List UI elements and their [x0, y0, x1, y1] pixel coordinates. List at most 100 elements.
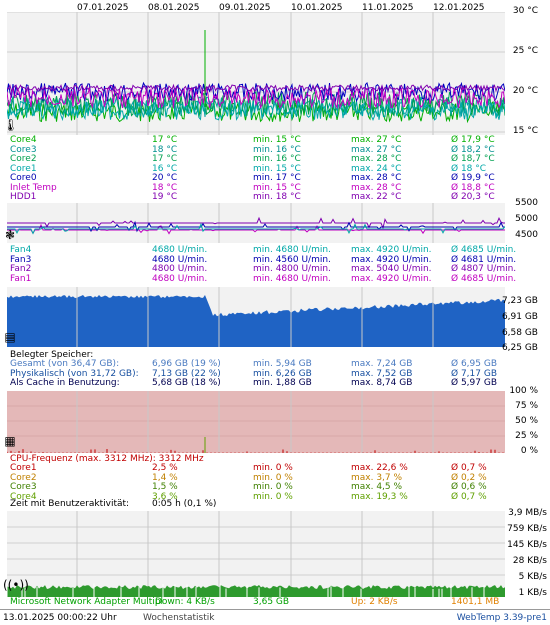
mem-row: Physikalisch (von 31,72 GB): 7,13 GB (22 … — [10, 369, 500, 379]
cpu-avg: Ø 0,6 % — [451, 482, 487, 492]
temp-min: min. 15 °C — [253, 135, 301, 145]
mem-avg: Ø 6,95 GB — [451, 359, 497, 369]
mem-avg: Ø 5,97 GB — [451, 378, 497, 388]
cpu-min: min. 0 % — [253, 482, 293, 492]
date-label: 12.01.2025 — [433, 3, 485, 13]
fan-icon: ❃ — [4, 228, 16, 242]
cpu-cur: 3,6 % — [152, 491, 178, 502]
cpu-frequency: CPU-Frequenz (max. 3312 MHz): 3312 MHz — [10, 454, 204, 464]
temp-cur: 18 °C — [152, 144, 178, 155]
network-down-rate: Down: 4 KB/s — [155, 597, 215, 607]
mem-min: min. 5,94 GB — [253, 359, 312, 369]
temp-cur: 16 °C — [152, 163, 178, 174]
net-axis-tick: 145 KB/s — [507, 540, 547, 550]
memory-chart-svg — [7, 287, 505, 347]
temp-axis-tick: 20 °C — [512, 86, 538, 96]
temp-cur: 17 °C — [152, 135, 178, 145]
cpu-name: Core2 — [10, 472, 37, 483]
memory-title: Belegter Speicher: — [10, 350, 94, 360]
footer-version-link[interactable]: WebTemp 3.39-pre1 — [456, 613, 547, 623]
cpu-row: Core2 1,4 % min. 0 % max. 3,7 % Ø 0,2 % — [10, 473, 500, 483]
fan-min: min. 4800 U/min. — [253, 264, 331, 274]
cpu-axis-tick: 25 % — [515, 431, 538, 441]
mem-max: max. 7,52 GB — [351, 368, 413, 379]
network-adapter: Microsoft Network Adapter Multipl — [10, 597, 164, 607]
mem-row: Gesamt (von 36,47 GB): 6,96 GB (19 %) min.… — [10, 359, 500, 369]
fan-avg: Ø 4807 U/min. — [451, 264, 517, 274]
fan-name: Fan2 — [10, 264, 32, 274]
temp-avg: Ø 19,9 °C — [451, 173, 495, 183]
mem-min: min. 6,26 GB — [253, 368, 312, 379]
mem-axis-tick: 7,23 GB — [501, 296, 538, 306]
fan-max: max. 4920 U/min. — [351, 254, 432, 265]
cpu-name: Core3 — [10, 482, 37, 492]
fan-cur: 4680 U/min. — [152, 273, 208, 284]
temp-name: Inlet Temp — [10, 182, 57, 193]
temp-cur: 19 °C — [152, 192, 178, 202]
cpu-name: Core4 — [10, 491, 37, 502]
cpu-max: max. 4,5 % — [351, 482, 403, 492]
fan-trace — [7, 222, 505, 235]
mem-name: Physikalisch (von 31,72 GB): — [10, 368, 139, 379]
fan-chart-svg — [7, 203, 505, 243]
fan-avg: Ø 4681 U/min. — [451, 254, 517, 265]
temp-axis-tick: 30 °C — [512, 6, 538, 16]
footer-divider — [0, 609, 550, 610]
temp-row: Core3 18 °C min. 16 °C max. 27 °C Ø 18,2 °C — [10, 145, 500, 155]
cpu-avg: Ø 0,7 % — [451, 463, 487, 473]
cpu-chart-svg — [7, 391, 505, 453]
user-activity-value: 0:05 h (0,1 %) — [152, 499, 217, 509]
temp-row: Inlet Temp 18 °C min. 15 °C max. 28 °C Ø 18,… — [10, 183, 500, 193]
temp-avg: Ø 17,9 °C — [451, 135, 495, 145]
date-label: 11.01.2025 — [362, 3, 414, 13]
temp-max: max. 22 °C — [351, 192, 402, 202]
fan-cur: 4680 U/min. — [152, 245, 208, 255]
date-label: 07.01.2025 — [77, 3, 129, 13]
fan-row: Fan2 4800 U/min. min. 4800 U/min. max. 5040… — [10, 264, 516, 274]
cpu-avg: Ø 0,2 % — [451, 472, 487, 483]
fan-axis-tick: 5000 — [515, 214, 538, 224]
mem-cur: 6,96 GB (19 %) — [152, 359, 221, 369]
cpu-icon: ▦ — [4, 434, 16, 448]
cpu-min: min. 0 % — [253, 491, 293, 502]
net-axis-tick: 3,9 MB/s — [508, 508, 547, 518]
temp-max: max. 24 °C — [351, 163, 402, 174]
fan-min: min. 4680 U/min. — [253, 245, 331, 255]
cpu-axis-tick: 0 % — [520, 446, 538, 456]
temp-name: Core4 — [10, 135, 37, 145]
temp-name: Core1 — [10, 163, 37, 174]
temp-name: Core0 — [10, 173, 37, 183]
temp-min: min. 16 °C — [253, 154, 301, 164]
temp-avg: Ø 18,8 °C — [451, 182, 495, 193]
temp-max: max. 27 °C — [351, 135, 402, 145]
fan-avg: Ø 4685 U/min. — [451, 273, 517, 284]
user-activity-label: Zeit mit Benutzeraktivität: — [10, 499, 130, 509]
mem-name: Gesamt (von 36,47 GB): — [10, 359, 120, 369]
mem-cur: 5,68 GB (18 %) — [152, 378, 221, 388]
memory-icon: ▤ — [4, 330, 16, 344]
fan-max: max. 4920 U/min. — [351, 245, 432, 255]
temp-axis-tick: 15 °C — [512, 126, 538, 136]
network-up-rate: Up: 2 KB/s — [351, 597, 398, 607]
footer-timestamp: 13.01.2025 00:00:22 Uhr — [3, 613, 117, 623]
temp-avg: Ø 18,2 °C — [451, 144, 495, 155]
net-axis-tick: 1 KB/s — [518, 588, 547, 598]
temp-row: HDD1 19 °C min. 18 °C max. 22 °C Ø 20,3 °C — [10, 192, 500, 202]
net-axis-tick: 5 KB/s — [518, 572, 547, 582]
temp-name: HDD1 — [10, 192, 37, 202]
temp-cur: 17 °C — [152, 154, 178, 164]
mem-axis-tick: 6,25 GB — [501, 343, 538, 353]
cpu-max: max. 22,6 % — [351, 463, 408, 473]
fan-name: Fan3 — [10, 254, 32, 265]
temp-trace — [7, 100, 505, 124]
temp-min: min. 16 °C — [253, 144, 301, 155]
temp-max: max. 28 °C — [351, 182, 402, 193]
temp-axis-tick: 25 °C — [512, 46, 538, 56]
temp-cur: 20 °C — [152, 173, 178, 183]
temp-name: Core2 — [10, 154, 37, 164]
network-icon: ((•)) — [3, 578, 29, 592]
fan-min: min. 4560 U/min. — [253, 254, 331, 265]
network-chart — [7, 511, 505, 597]
fan-max: max. 5040 U/min. — [351, 264, 432, 274]
fan-row: Fan1 4680 U/min. min. 4680 U/min. max. 4920… — [10, 273, 516, 284]
